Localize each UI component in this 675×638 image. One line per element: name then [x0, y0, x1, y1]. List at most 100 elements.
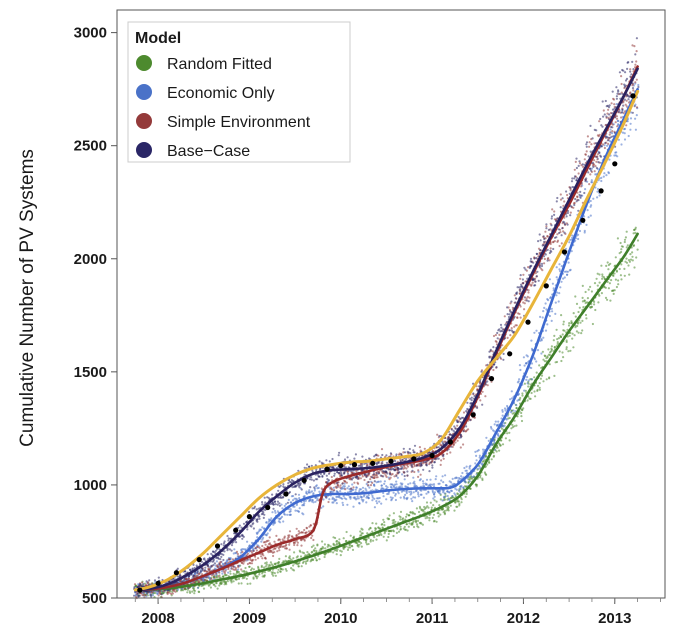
sim-point — [266, 532, 269, 535]
sim-point — [427, 506, 430, 509]
sim-point — [363, 462, 366, 465]
sim-point — [620, 250, 623, 254]
sim-point — [238, 535, 241, 539]
sim-point — [461, 471, 464, 475]
sim-point — [357, 482, 360, 485]
sim-point — [367, 497, 370, 500]
sim-point — [251, 507, 254, 510]
sim-point — [416, 519, 420, 523]
sim-point — [585, 150, 588, 153]
sim-point — [592, 197, 595, 200]
sim-point — [594, 186, 597, 189]
sim-point — [611, 132, 614, 135]
sim-point — [322, 462, 325, 465]
sim-point — [611, 123, 614, 126]
sim-point — [465, 485, 468, 488]
sim-point — [446, 490, 449, 493]
sim-point — [625, 105, 628, 108]
sim-point — [575, 302, 579, 305]
sim-point — [316, 497, 319, 500]
sim-point — [475, 459, 478, 462]
sim-point — [180, 580, 183, 583]
sim-point — [267, 539, 270, 542]
sim-point — [403, 451, 407, 454]
sim-point — [612, 97, 615, 100]
sim-point — [501, 344, 504, 347]
sim-point — [449, 489, 453, 492]
sim-point — [354, 488, 357, 491]
sim-point — [448, 491, 451, 494]
sim-point — [442, 481, 445, 484]
sim-point — [566, 273, 569, 276]
sim-point — [593, 159, 596, 162]
sim-point — [303, 466, 306, 469]
sim-point — [407, 525, 410, 528]
sim-point — [533, 358, 537, 361]
sim-point — [629, 122, 632, 125]
sim-point — [419, 473, 422, 476]
sim-point — [157, 594, 160, 597]
sim-point — [442, 491, 445, 494]
sim-point — [254, 558, 257, 561]
sim-point — [258, 573, 261, 576]
sim-point — [518, 312, 521, 316]
sim-point — [468, 465, 471, 468]
sim-point — [138, 584, 141, 588]
sim-point — [582, 165, 585, 168]
sim-point — [422, 496, 425, 499]
sim-point — [548, 376, 551, 379]
sim-point — [252, 527, 255, 530]
sim-point — [513, 425, 516, 428]
sim-point — [325, 459, 328, 462]
sim-point — [433, 493, 436, 496]
sim-point — [203, 569, 207, 572]
sim-point — [388, 514, 391, 517]
sim-point — [335, 498, 338, 501]
sim-point — [254, 547, 257, 550]
sim-point — [204, 578, 207, 582]
sim-point — [394, 459, 397, 463]
sim-point — [569, 189, 572, 192]
sim-point — [343, 466, 346, 469]
sim-point — [273, 547, 276, 550]
sim-point — [247, 510, 251, 514]
sim-point — [627, 101, 631, 104]
sim-point — [603, 277, 606, 280]
sim-point — [413, 470, 416, 474]
sim-point — [580, 185, 583, 188]
sim-point — [430, 506, 433, 509]
sim-point — [312, 558, 315, 562]
sim-point — [229, 572, 232, 575]
sim-point — [196, 570, 199, 573]
sim-point — [405, 513, 408, 516]
sim-point — [629, 258, 633, 261]
sim-point — [212, 563, 215, 567]
sim-point — [380, 448, 384, 451]
sim-point — [343, 458, 347, 461]
sim-point — [588, 141, 591, 144]
sim-point — [347, 546, 350, 549]
sim-point — [614, 121, 617, 124]
sim-point — [280, 515, 284, 519]
sim-point — [362, 490, 365, 493]
sim-point — [443, 498, 447, 501]
sim-point — [221, 580, 224, 583]
sim-point — [556, 338, 559, 341]
sim-point — [428, 470, 431, 473]
sim-point — [303, 538, 306, 541]
sim-point — [585, 301, 589, 304]
sim-point — [512, 409, 515, 412]
sim-point — [272, 523, 275, 526]
sim-point — [324, 547, 327, 550]
sim-point — [180, 589, 183, 592]
sim-point — [583, 229, 586, 232]
sim-point — [535, 329, 538, 332]
sim-point — [555, 360, 559, 364]
sim-point — [256, 518, 259, 521]
sim-point — [400, 483, 403, 486]
sim-point — [627, 264, 630, 267]
sim-point — [369, 484, 373, 487]
sim-point — [352, 476, 355, 479]
sim-point — [230, 549, 233, 552]
sim-point — [335, 553, 338, 556]
